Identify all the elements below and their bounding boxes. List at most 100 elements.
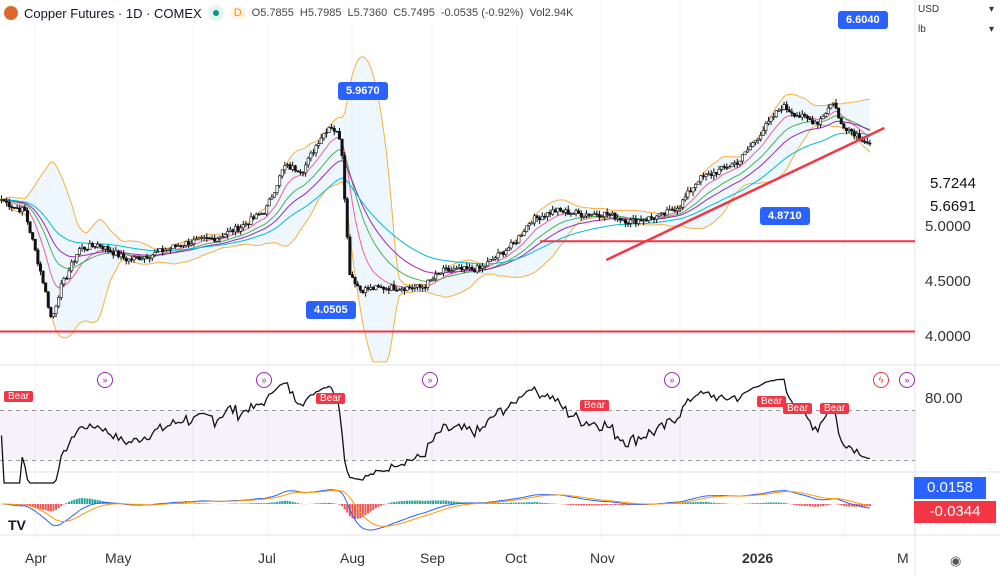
candle	[304, 161, 308, 177]
event-icon[interactable]: »	[422, 372, 438, 388]
macd-histogram-bar	[257, 503, 260, 504]
candle	[686, 186, 690, 200]
macd-histogram-bar	[276, 501, 279, 504]
macd-histogram-bar	[52, 504, 55, 511]
macd-histogram-bar	[676, 503, 679, 504]
macd-histogram-bar	[798, 504, 801, 506]
macd-histogram-bar	[819, 504, 822, 507]
event-icon[interactable]: ϟ	[873, 372, 889, 388]
macd-histogram-bar	[458, 501, 461, 504]
price-tag-red: 5.8943	[930, 38, 976, 49]
macd-histogram-bar	[868, 504, 871, 507]
candle	[67, 267, 71, 280]
price-tag-green: 5.8678	[930, 83, 976, 100]
candle	[423, 284, 427, 292]
ohlc-low: L5.7360	[347, 7, 388, 19]
rsi-bear-label: Bear	[316, 393, 346, 404]
price-tag-cyan: 5.7244	[930, 175, 976, 192]
candle	[350, 271, 354, 278]
unit-select[interactable]: lb ▾	[918, 24, 994, 35]
macd-histogram-bar	[710, 502, 713, 504]
macd-histogram-bar	[338, 504, 341, 505]
candle	[70, 259, 74, 273]
candle	[678, 204, 682, 213]
macd-histogram-bar	[611, 504, 614, 505]
candle	[696, 181, 700, 185]
macd-histogram-bar	[822, 504, 825, 507]
candle	[727, 165, 731, 169]
peak-annotation: 5.9670	[338, 82, 388, 100]
candle	[868, 139, 872, 146]
macd-histogram-bar	[452, 501, 455, 504]
macd-histogram-bar	[91, 499, 94, 504]
symbol-title[interactable]: Copper Futures · 1D · COMEX	[24, 5, 202, 21]
candle	[278, 174, 282, 188]
candle	[62, 276, 66, 288]
macd-histogram-bar	[361, 504, 364, 517]
candle	[720, 165, 724, 172]
trend-line	[605, 126, 885, 262]
x-tick: 2026	[742, 550, 774, 566]
macd-histogram-bar	[96, 500, 99, 504]
event-icon[interactable]: »	[899, 372, 915, 388]
candle	[787, 106, 791, 113]
candle	[691, 187, 695, 196]
candle	[595, 210, 599, 218]
candle	[756, 137, 760, 145]
candle	[540, 212, 544, 221]
macd-histogram-bar	[572, 504, 575, 506]
candle	[311, 148, 315, 157]
currency-select[interactable]: USD ▾	[918, 4, 994, 15]
candle	[64, 276, 68, 280]
macd-histogram-bar	[328, 502, 331, 504]
macd-histogram-bar	[83, 498, 86, 504]
candle	[189, 239, 193, 247]
ohlc-high: H5.7985	[299, 7, 342, 19]
macd-histogram-bar	[486, 503, 489, 504]
candle	[491, 255, 495, 261]
macd-histogram-bar	[57, 504, 60, 509]
candle	[532, 213, 536, 227]
macd-histogram-bar	[296, 503, 299, 504]
macd-histogram-bar	[806, 504, 809, 507]
candle	[790, 108, 794, 117]
candle	[665, 206, 669, 216]
macd-histogram-bar	[325, 502, 328, 504]
macd-histogram-bar	[322, 502, 325, 504]
macd-histogram-bar	[512, 502, 515, 504]
macd-histogram-bar	[455, 501, 458, 504]
settings-eye-icon[interactable]: ◉	[950, 553, 962, 568]
copper-logo-icon	[4, 6, 18, 20]
candle	[470, 264, 474, 271]
x-tick: Nov	[590, 550, 615, 566]
macd-histogram-bar	[679, 503, 682, 504]
macd-histogram-bar	[445, 500, 448, 504]
candle	[150, 253, 154, 262]
macd-histogram-bar	[606, 504, 609, 506]
candle	[808, 116, 812, 121]
rsi-band	[0, 410, 915, 461]
candle	[322, 132, 326, 141]
macd-histogram-bar	[278, 501, 281, 504]
macd-histogram-bar	[99, 500, 102, 504]
candle	[623, 218, 627, 227]
macd-histogram-bar	[497, 502, 500, 504]
event-icon[interactable]: »	[256, 372, 272, 388]
candle	[392, 280, 396, 291]
macd-histogram-bar	[595, 504, 598, 506]
candle	[525, 225, 529, 233]
candle	[413, 283, 417, 292]
macd-histogram-bar	[252, 503, 255, 504]
macd-histogram-bar	[780, 502, 783, 504]
macd-histogram-bar	[827, 504, 830, 506]
event-icon[interactable]: »	[664, 372, 680, 388]
candle	[431, 276, 435, 282]
macd-histogram-bar	[793, 504, 796, 505]
macd-histogram-bar	[689, 502, 692, 504]
macd-histogram-bar	[364, 504, 367, 516]
event-icon[interactable]: »	[97, 372, 113, 388]
candle	[748, 142, 752, 151]
candle	[514, 239, 518, 246]
y-tick: 5.0000	[925, 218, 971, 235]
